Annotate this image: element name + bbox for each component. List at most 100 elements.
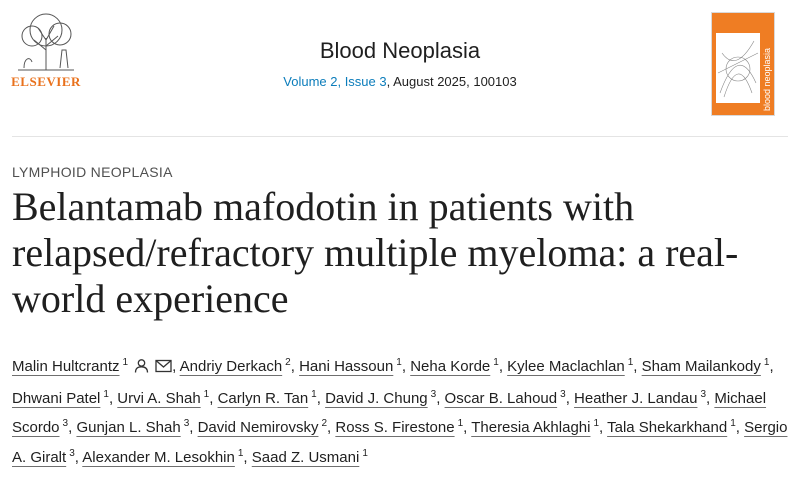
author-name-link[interactable]: Theresia Akhlaghi bbox=[471, 419, 591, 436]
affiliation-marker[interactable]: 1 bbox=[493, 357, 499, 368]
author-separator: , bbox=[172, 358, 180, 375]
author-name-link[interactable]: Michael Scordo bbox=[12, 389, 767, 437]
affiliation-marker[interactable]: 1 bbox=[237, 447, 244, 459]
affiliation-marker[interactable]: 1 bbox=[311, 388, 317, 400]
author-entry: Saad Z. Usmani 1 bbox=[251, 447, 368, 466]
author-separator: , bbox=[68, 419, 77, 436]
affiliation-marker[interactable]: 3 bbox=[69, 447, 75, 459]
journal-title-link[interactable]: Blood Neoplasia bbox=[319, 38, 481, 63]
author-entry: Tala Shekarkhand 1, bbox=[607, 418, 745, 437]
author-name-link[interactable]: David Nemirovsky bbox=[197, 419, 319, 436]
author-entry: Sham Mailankody 1, bbox=[641, 357, 774, 376]
author-separator: , bbox=[436, 389, 445, 407]
affiliation-marker[interactable]: 3 bbox=[700, 388, 707, 400]
author-entry: Andriy Derkach 2, bbox=[179, 357, 300, 376]
author-separator: , bbox=[769, 358, 774, 375]
journal-header: ELSEVIER Blood Neoplasia Volume 2, Issue… bbox=[0, 0, 800, 132]
author-entry: Sergio A. Giralt 3, bbox=[12, 419, 787, 466]
header-divider bbox=[12, 136, 788, 137]
issue-date-article: , August 2025, 100103 bbox=[386, 74, 517, 89]
author-name-link[interactable]: Gunjan L. Shah bbox=[76, 419, 181, 436]
author-entry: Oscar B. Lahoud 3, bbox=[444, 388, 575, 407]
affiliation-marker[interactable]: 1 bbox=[730, 418, 736, 429]
person-icon[interactable] bbox=[134, 354, 149, 384]
author-separator: , bbox=[498, 358, 508, 375]
author-separator: , bbox=[189, 419, 198, 436]
author-separator: , bbox=[316, 389, 326, 407]
author-list: Malin Hultcrantz 1, Andriy Derkach 2, Hani… bbox=[12, 352, 788, 472]
author-entry: Hani Hassoun 1, bbox=[299, 357, 411, 376]
affiliation-marker[interactable]: 1 bbox=[122, 357, 129, 368]
author-separator: , bbox=[633, 358, 642, 375]
journal-info: Blood Neoplasia Volume 2, Issue 3, Augus… bbox=[200, 38, 600, 89]
cover-image bbox=[716, 33, 760, 103]
author-name-link[interactable]: Malin Hultcrantz bbox=[12, 358, 120, 375]
affiliation-marker[interactable]: 1 bbox=[627, 357, 634, 368]
author-name-link[interactable]: Carlyn R. Tan bbox=[217, 389, 309, 407]
article-section: LYMPHOID NEOPLASIA bbox=[12, 164, 173, 180]
author-separator: , bbox=[706, 389, 715, 407]
author-entry: David J. Chung 3, bbox=[325, 388, 445, 407]
elsevier-wordmark: ELSEVIER bbox=[11, 74, 81, 89]
volume-issue-link[interactable]: Volume 2, Issue 3 bbox=[283, 74, 387, 89]
affiliation-marker[interactable]: 1 bbox=[457, 418, 464, 429]
author-name-link[interactable]: Sham Mailankody bbox=[641, 358, 761, 375]
journal-cover-thumbnail[interactable]: blood neoplasia bbox=[711, 12, 775, 116]
affiliation-marker[interactable]: 1 bbox=[763, 357, 770, 368]
author-name-link[interactable]: Dhwani Patel bbox=[12, 389, 101, 407]
author-name-link[interactable]: Sergio A. Giralt bbox=[12, 419, 788, 466]
author-entry: Neha Korde 1, bbox=[410, 357, 508, 376]
affiliation-marker[interactable]: 1 bbox=[593, 418, 600, 429]
author-name-link[interactable]: Kylee Maclachlan bbox=[507, 358, 625, 375]
affiliation-marker[interactable]: 1 bbox=[362, 447, 368, 459]
author-separator: , bbox=[209, 389, 218, 407]
elsevier-logo[interactable]: ELSEVIER bbox=[10, 10, 82, 92]
author-name-link[interactable]: Alexander M. Lesokhin bbox=[82, 448, 235, 466]
author-entry: Malin Hultcrantz 1, bbox=[12, 357, 180, 376]
author-separator: , bbox=[243, 448, 252, 466]
author-entry: Gunjan L. Shah 3, bbox=[76, 418, 198, 437]
author-name-link[interactable]: Oscar B. Lahoud bbox=[444, 389, 558, 407]
author-separator: , bbox=[599, 419, 608, 436]
author-entry: Urvi A. Shah 1, bbox=[117, 388, 218, 407]
cover-title: blood neoplasia bbox=[762, 47, 772, 111]
author-name-link[interactable]: Ross S. Firestone bbox=[335, 419, 455, 436]
author-separator: , bbox=[463, 419, 472, 436]
author-entry: Carlyn R. Tan 1, bbox=[217, 388, 326, 407]
author-entry: Ross S. Firestone 1, bbox=[335, 418, 472, 437]
author-entry: Heather J. Landau 3, bbox=[574, 388, 715, 407]
author-separator: , bbox=[565, 389, 575, 407]
author-entry: David Nemirovsky 2, bbox=[197, 418, 336, 437]
affiliation-marker[interactable]: 1 bbox=[203, 388, 210, 400]
issue-line: Volume 2, Issue 3, August 2025, 100103 bbox=[200, 74, 600, 89]
author-name-link[interactable]: Hani Hassoun bbox=[299, 358, 394, 375]
author-separator: , bbox=[108, 389, 118, 407]
author-separator: , bbox=[290, 358, 300, 375]
affiliation-marker[interactable]: 3 bbox=[560, 388, 566, 400]
elsevier-tree-icon bbox=[18, 13, 74, 71]
affiliation-marker[interactable]: 1 bbox=[396, 357, 402, 368]
author-name-link[interactable]: David J. Chung bbox=[325, 389, 428, 407]
author-separator: , bbox=[401, 358, 411, 375]
affiliation-marker[interactable]: 2 bbox=[321, 418, 328, 429]
affiliation-marker[interactable]: 3 bbox=[62, 418, 69, 429]
author-separator: , bbox=[735, 419, 745, 436]
affiliation-marker[interactable]: 1 bbox=[103, 388, 109, 400]
author-entry: Kylee Maclachlan 1, bbox=[507, 357, 642, 376]
author-name-link[interactable]: Neha Korde bbox=[410, 358, 491, 375]
envelope-icon[interactable] bbox=[155, 354, 172, 384]
author-entry: Michael Scordo 3, bbox=[12, 390, 766, 437]
author-separator: , bbox=[327, 419, 336, 436]
author-entry: Theresia Akhlaghi 1, bbox=[471, 418, 608, 437]
author-name-link[interactable]: Saad Z. Usmani bbox=[251, 448, 360, 466]
affiliation-marker[interactable]: 3 bbox=[183, 418, 190, 429]
author-name-link[interactable]: Andriy Derkach bbox=[179, 358, 283, 375]
author-name-link[interactable]: Urvi A. Shah bbox=[117, 389, 201, 407]
affiliation-marker[interactable]: 2 bbox=[285, 357, 291, 368]
affiliation-marker[interactable]: 3 bbox=[430, 388, 437, 400]
author-separator: , bbox=[74, 448, 83, 466]
author-name-link[interactable]: Heather J. Landau bbox=[574, 389, 698, 407]
author-entry: Dhwani Patel 1, bbox=[12, 388, 118, 407]
article-title: Belantamab mafodotin in patients with re… bbox=[12, 184, 739, 321]
author-name-link[interactable]: Tala Shekarkhand bbox=[607, 419, 728, 436]
